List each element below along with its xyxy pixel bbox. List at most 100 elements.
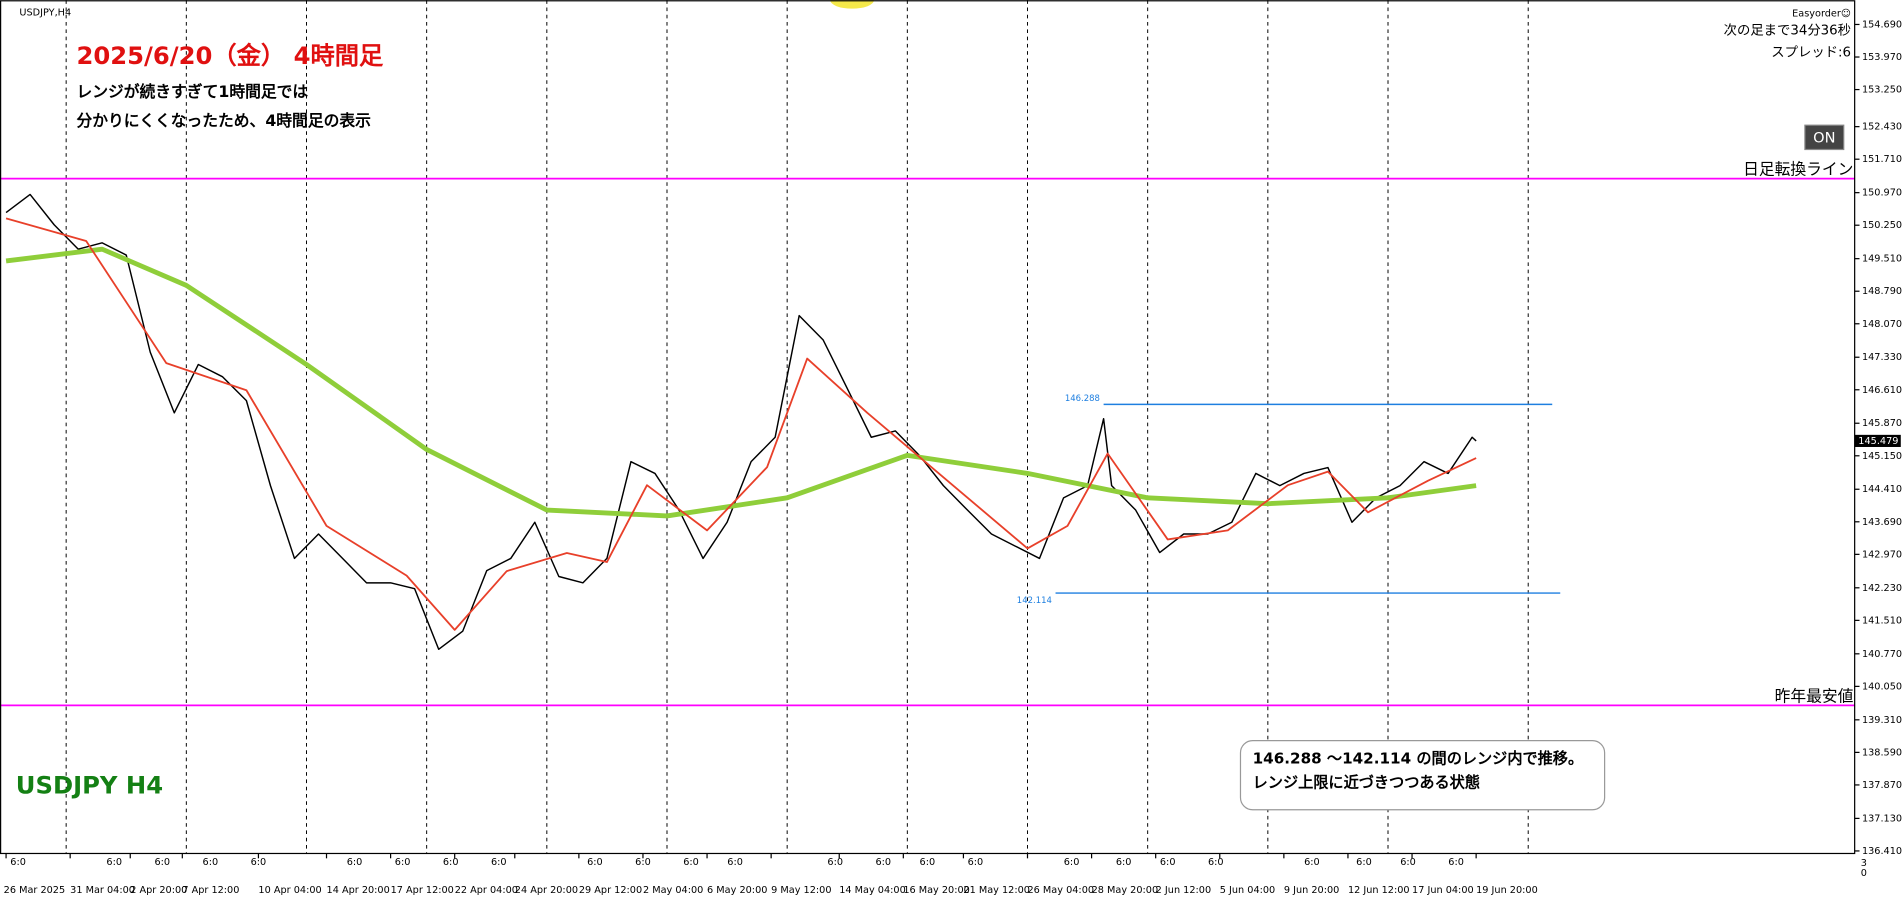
session-label: 6:0 [727,857,743,868]
x-tick-label: 17 Jun 04:00 [1412,885,1474,896]
y-tick-label: 145.150 [1862,451,1902,462]
on-button[interactable]: ON [1804,124,1845,151]
session-label: 6:0 [1208,857,1224,868]
y-tick-label: 139.310 [1862,715,1902,726]
session-label: 6:0 [10,857,26,868]
y-tick-label: 151.710 [1862,154,1902,165]
session-label: 6:0 [395,857,411,868]
range-line-label: 146.288 [1065,394,1100,404]
session-label: 6:0 [968,857,984,868]
session-label: 6:0 [251,857,267,868]
info-text: 次の足まで34分36秒 [1724,23,1851,39]
note: 分かりにくくなったため、4時間足の表示 [76,111,371,130]
y-tick-label: 152.430 [1862,122,1902,133]
watermark: USDJPY H4 [16,771,163,800]
session-label: 6:0 [1304,857,1320,868]
y-tick-label: 149.510 [1862,254,1902,265]
session-label: 6:0 [443,857,459,868]
session-label: 6:0 [106,857,122,868]
session-label: 6:0 [875,857,891,868]
x-tick-label: 2 Apr 20:00 [130,885,187,896]
x-tick-label: 5 Jun 04:00 [1220,885,1275,896]
annotation-text: レンジ上限に近づきつつある状態 [1253,774,1480,792]
y-tick-label: 154.690 [1862,19,1902,30]
x-tick-label: 19 Jun 20:00 [1476,885,1538,896]
price-line [5,193,1477,651]
y-tick-label: 142.970 [1862,549,1902,560]
y-tick-label: 143.690 [1862,517,1902,528]
session-label: 6:0 [203,857,219,868]
x-tick-label: 7 Apr 12:00 [182,885,239,896]
y-tick-label: 150.970 [1862,188,1902,199]
axis-footer: 3 [1861,858,1867,869]
y-tick-label: 147.330 [1862,352,1902,363]
y-tick-label: 150.250 [1862,220,1902,231]
range-line-label: 142.114 [1017,596,1052,606]
y-tick-label: 136.410 [1862,846,1902,857]
y-tick-label: 138.590 [1862,747,1902,758]
x-tick-label: 10 Apr 04:00 [258,885,321,896]
x-tick-label: 28 May 20:00 [1092,885,1159,896]
axis-footer: 0 [1861,868,1867,879]
annotation-box [1239,739,1606,811]
x-tick-label: 9 Jun 20:00 [1284,885,1339,896]
session-label: 6:0 [154,857,170,868]
session-label: 6:0 [1116,857,1132,868]
y-tick-label: 145.870 [1862,418,1902,429]
last-price-box [1854,434,1901,447]
session-label: 6:0 [491,857,507,868]
session-label: 6:0 [635,857,651,868]
y-tick-label: 146.610 [1862,385,1902,396]
session-label: 6:0 [1448,857,1464,868]
x-tick-label: 16 May 20:00 [903,885,970,896]
session-label: 6:0 [1400,857,1416,868]
session-label: 6:0 [1160,857,1176,868]
button-label[interactable]: ON [1813,130,1835,147]
x-tick-label: 2 Jun 12:00 [1156,885,1211,896]
session-label: 6:0 [1064,857,1080,868]
session-label: 6:0 [920,857,936,868]
x-tick-label: 31 Mar 04:00 [70,885,135,896]
x-tick-label: 9 May 12:00 [771,885,831,896]
x-tick-label: 24 Apr 20:00 [515,885,578,896]
y-tick-label: 144.410 [1862,484,1902,495]
chart-title: 2025/6/20（金） 4時間足 [76,41,384,70]
y-tick-label: 137.130 [1862,813,1902,824]
x-tick-label: 21 May 12:00 [963,885,1030,896]
x-tick-label: 6 May 20:00 [707,885,767,896]
x-tick-label: 26 Mar 2025 [4,885,66,896]
last-price-label: 145.479 [1858,436,1898,447]
session-label: 6:0 [587,857,603,868]
y-tick-label: 140.770 [1862,649,1902,660]
y-tick-label: 148.790 [1862,286,1902,297]
x-tick-label: 22 Apr 04:00 [455,885,518,896]
y-tick-label: 148.070 [1862,319,1902,330]
y-tick-label: 142.230 [1862,583,1902,594]
x-tick-label: 26 May 04:00 [1028,885,1095,896]
info-text: スプレッド:6 [1771,44,1851,60]
session-label: 6:0 [683,857,699,868]
session-label: 6:0 [1356,857,1372,868]
price-line [5,246,1477,519]
y-tick-label: 153.970 [1862,52,1902,63]
x-tick-label: 14 Apr 20:00 [327,885,390,896]
button-box[interactable] [1804,124,1845,151]
session-label: 6:0 [827,857,843,868]
plot-frame [0,0,1856,855]
x-tick-label: 17 Apr 12:00 [391,885,454,896]
y-tick-label: 140.050 [1862,681,1902,692]
horizontal-line-label: 昨年最安値 [1775,686,1854,705]
y-tick-label: 137.870 [1862,780,1902,791]
info-text: Easyorder☺ [1792,9,1851,20]
symbol-label: USDJPY,H4 [19,7,71,18]
y-tick-label: 153.250 [1862,85,1902,96]
x-tick-label: 14 May 04:00 [839,885,906,896]
y-tick-label: 141.510 [1862,615,1902,626]
session-label: 6:0 [347,857,363,868]
note: レンジが続きすぎて1時間足では [76,82,308,101]
annotation-text: 146.288 ～142.114 の間のレンジ内で推移。 [1253,749,1584,767]
